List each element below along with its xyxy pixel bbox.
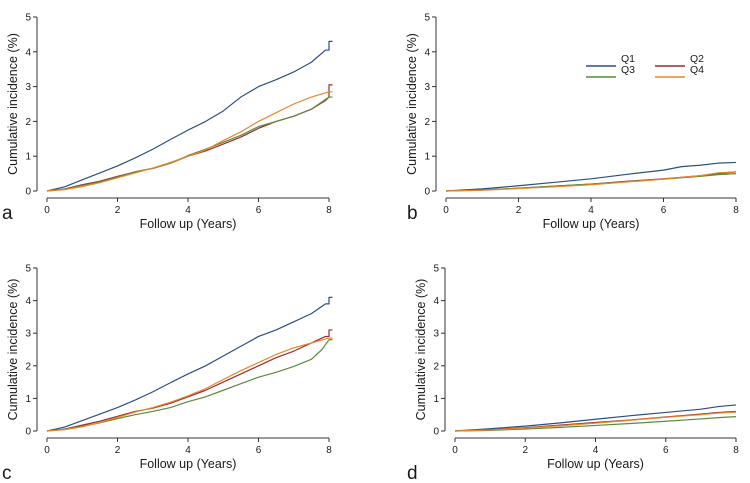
x-axis-title: Follow up (Years) bbox=[547, 457, 644, 471]
series-line-q2 bbox=[46, 329, 333, 432]
x-tick-label: 6 bbox=[256, 445, 262, 456]
x-tick-label: 2 bbox=[522, 445, 528, 456]
x-axis-title: Follow up (Years) bbox=[140, 217, 237, 231]
x-tick-label: 8 bbox=[326, 205, 332, 216]
panel-letter: d bbox=[407, 463, 418, 483]
x-tick-label: 6 bbox=[661, 205, 667, 216]
y-tick-label: 1 bbox=[433, 394, 439, 405]
series-line-q3 bbox=[46, 96, 333, 192]
y-tick-label: 0 bbox=[25, 187, 31, 198]
y-axis-title: Cumulative incidence (%) bbox=[6, 279, 20, 421]
y-tick-label: 0 bbox=[25, 427, 31, 438]
y-tick-label: 4 bbox=[25, 47, 31, 58]
y-tick-label: 1 bbox=[424, 152, 430, 163]
series-line-q4 bbox=[46, 337, 333, 432]
series-line-q2 bbox=[46, 84, 333, 192]
y-tick-label: 3 bbox=[25, 329, 31, 340]
y-axis-title: Cumulative incidence (%) bbox=[414, 279, 428, 421]
x-axis-title: Follow up (Years) bbox=[140, 457, 237, 471]
y-tick-label: 5 bbox=[424, 13, 430, 24]
y-tick-label: 5 bbox=[25, 13, 31, 24]
panel-b: 0 1 2 3 4 5 0 2 4 6 8 Follow up (Years) Cumulative i… bbox=[405, 13, 739, 232]
y-axis-title: Cumulative incidence (%) bbox=[405, 33, 419, 175]
x-tick-label: 4 bbox=[185, 445, 191, 456]
y-tick-label: 5 bbox=[433, 264, 439, 275]
legend-label-q1: Q1 bbox=[621, 53, 635, 65]
x-tick-label: 6 bbox=[256, 205, 262, 216]
y-tick-label: 1 bbox=[25, 394, 31, 405]
legend-label-q2: Q2 bbox=[690, 53, 704, 65]
x-tick-label: 4 bbox=[588, 205, 594, 216]
x-tick-label: 2 bbox=[115, 445, 121, 456]
series-line-q1 bbox=[46, 296, 333, 432]
x-axis-title: Follow up (Years) bbox=[543, 217, 640, 231]
legend-label-q3: Q3 bbox=[621, 64, 635, 76]
y-tick-label: 2 bbox=[25, 117, 31, 128]
y-tick-label: 5 bbox=[25, 264, 31, 275]
x-tick-label: 8 bbox=[326, 445, 332, 456]
x-tick-label: 0 bbox=[443, 205, 449, 216]
legend-label-q4: Q4 bbox=[690, 64, 704, 76]
series-line-q1 bbox=[454, 404, 737, 432]
series-line-q4 bbox=[445, 171, 737, 192]
y-axis-title: Cumulative incidence (%) bbox=[6, 33, 20, 175]
y-tick-label: 3 bbox=[433, 329, 439, 340]
series-line-q1 bbox=[445, 161, 737, 192]
panel-letter: b bbox=[407, 203, 418, 224]
x-tick-label: 2 bbox=[516, 205, 522, 216]
y-tick-label: 4 bbox=[433, 296, 439, 307]
x-tick-label: 0 bbox=[44, 205, 50, 216]
y-tick-label: 4 bbox=[25, 296, 31, 307]
series-line-q4 bbox=[46, 91, 333, 192]
y-tick-label: 1 bbox=[25, 152, 31, 163]
panel-letter: a bbox=[2, 203, 13, 224]
series-line-q1 bbox=[46, 40, 333, 192]
x-tick-label: 8 bbox=[733, 445, 739, 456]
y-tick-label: 0 bbox=[433, 427, 439, 438]
y-tick-label: 2 bbox=[433, 361, 439, 372]
x-tick-label: 2 bbox=[115, 205, 121, 216]
y-tick-label: 2 bbox=[424, 117, 430, 128]
x-tick-label: 4 bbox=[185, 205, 191, 216]
panel-a: 0 1 2 3 4 5 0 2 4 6 8 Follow up (Years) Cumulative i… bbox=[2, 13, 333, 231]
series-line-q4 bbox=[454, 411, 737, 432]
y-tick-label: 4 bbox=[424, 47, 430, 58]
panel-letter: c bbox=[2, 463, 12, 483]
y-tick-label: 3 bbox=[424, 82, 430, 93]
x-tick-label: 0 bbox=[44, 445, 50, 456]
panel-c: 0 1 2 3 4 5 0 2 4 6 8 Follow up (Years) Cumulative i… bbox=[2, 264, 333, 483]
x-tick-label: 8 bbox=[733, 205, 739, 216]
y-tick-label: 0 bbox=[424, 187, 430, 198]
x-tick-label: 6 bbox=[663, 445, 669, 456]
series-line-q3 bbox=[454, 416, 737, 432]
y-tick-label: 3 bbox=[25, 82, 31, 93]
y-tick-label: 2 bbox=[25, 361, 31, 372]
x-tick-label: 0 bbox=[452, 445, 458, 456]
x-tick-label: 4 bbox=[593, 445, 599, 456]
panel-d: 0 1 2 3 4 5 0 2 4 6 8 Follow up (Years) Cumulative i… bbox=[407, 264, 739, 483]
